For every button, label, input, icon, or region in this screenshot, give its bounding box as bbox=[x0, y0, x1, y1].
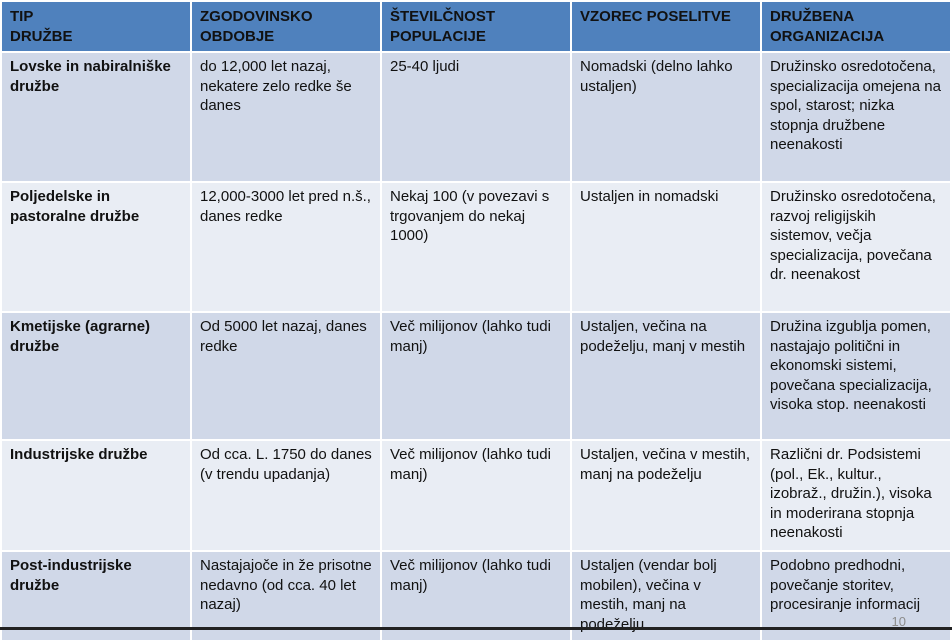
page-number: 10 bbox=[891, 614, 906, 629]
table-row: Industrijske družbe Od cca. L. 1750 do d… bbox=[0, 439, 952, 552]
header-stevilcnost-populacije: ŠTEVILČNOST POPULACIJE bbox=[380, 0, 572, 53]
cell-settlement: Ustaljen (vendar bolj mobilen), večina v… bbox=[570, 550, 762, 642]
cell-period: Od cca. L. 1750 do danes (v trendu upada… bbox=[190, 439, 382, 552]
cell-organization: Podobno predhodni, povečanje storitev, p… bbox=[760, 550, 952, 642]
cell-population: 25-40 ljudi bbox=[380, 51, 572, 183]
cell-organization: Različni dr. Podsistemi (pol., Ek., kult… bbox=[760, 439, 952, 552]
cell-population: Več milijonov (lahko tudi manj) bbox=[380, 311, 572, 441]
table-row: Kmetijske (agrarne) družbe Od 5000 let n… bbox=[0, 311, 952, 441]
cell-settlement: Ustaljen, večina na podeželju, manj v me… bbox=[570, 311, 762, 441]
table-row: Lovske in nabiralniške družbe do 12,000 … bbox=[0, 51, 952, 183]
cell-period: Nastajajoče in že prisotne nedavno (od c… bbox=[190, 550, 382, 642]
header-zgodovinsko-obdobje: ZGODOVINSKO OBDOBJE bbox=[190, 0, 382, 53]
header-tip-druzbe: TIP DRUŽBE bbox=[0, 0, 192, 53]
header-druzbena-organizacija: DRUŽBENA ORGANIZACIJA bbox=[760, 0, 952, 53]
cell-settlement: Ustaljen, večina v mestih, manj na podež… bbox=[570, 439, 762, 552]
cell-organization: Družina izgublja pomen, nastajajo politi… bbox=[760, 311, 952, 441]
cell-population: Več milijonov (lahko tudi manj) bbox=[380, 550, 572, 642]
cell-population: Nekaj 100 (v povezavi s trgovanjem do ne… bbox=[380, 181, 572, 313]
bottom-divider bbox=[0, 627, 952, 630]
cell-type: Poljedelske in pastoralne družbe bbox=[0, 181, 192, 313]
cell-settlement: Ustaljen in nomadski bbox=[570, 181, 762, 313]
cell-organization: Družinsko osredotočena, specializacija o… bbox=[760, 51, 952, 183]
cell-settlement: Nomadski (delno lahko ustaljen) bbox=[570, 51, 762, 183]
header-row: TIP DRUŽBE ZGODOVINSKO OBDOBJE ŠTEVILČNO… bbox=[0, 0, 952, 53]
table-row: Poljedelske in pastoralne družbe 12,000-… bbox=[0, 181, 952, 313]
table-row: Post-industrijske družbe Nastajajoče in … bbox=[0, 550, 952, 642]
cell-population: Več milijonov (lahko tudi manj) bbox=[380, 439, 572, 552]
cell-period: do 12,000 let nazaj, nekatere zelo redke… bbox=[190, 51, 382, 183]
cell-type: Industrijske družbe bbox=[0, 439, 192, 552]
cell-type: Kmetijske (agrarne) družbe bbox=[0, 311, 192, 441]
cell-type: Post-industrijske družbe bbox=[0, 550, 192, 642]
cell-type: Lovske in nabiralniške družbe bbox=[0, 51, 192, 183]
header-vzorec-poselitve: VZOREC POSELITVE bbox=[570, 0, 762, 53]
cell-period: Od 5000 let nazaj, danes redke bbox=[190, 311, 382, 441]
cell-organization: Družinsko osredotočena, razvoj religijsk… bbox=[760, 181, 952, 313]
cell-period: 12,000-3000 let pred n.š., danes redke bbox=[190, 181, 382, 313]
